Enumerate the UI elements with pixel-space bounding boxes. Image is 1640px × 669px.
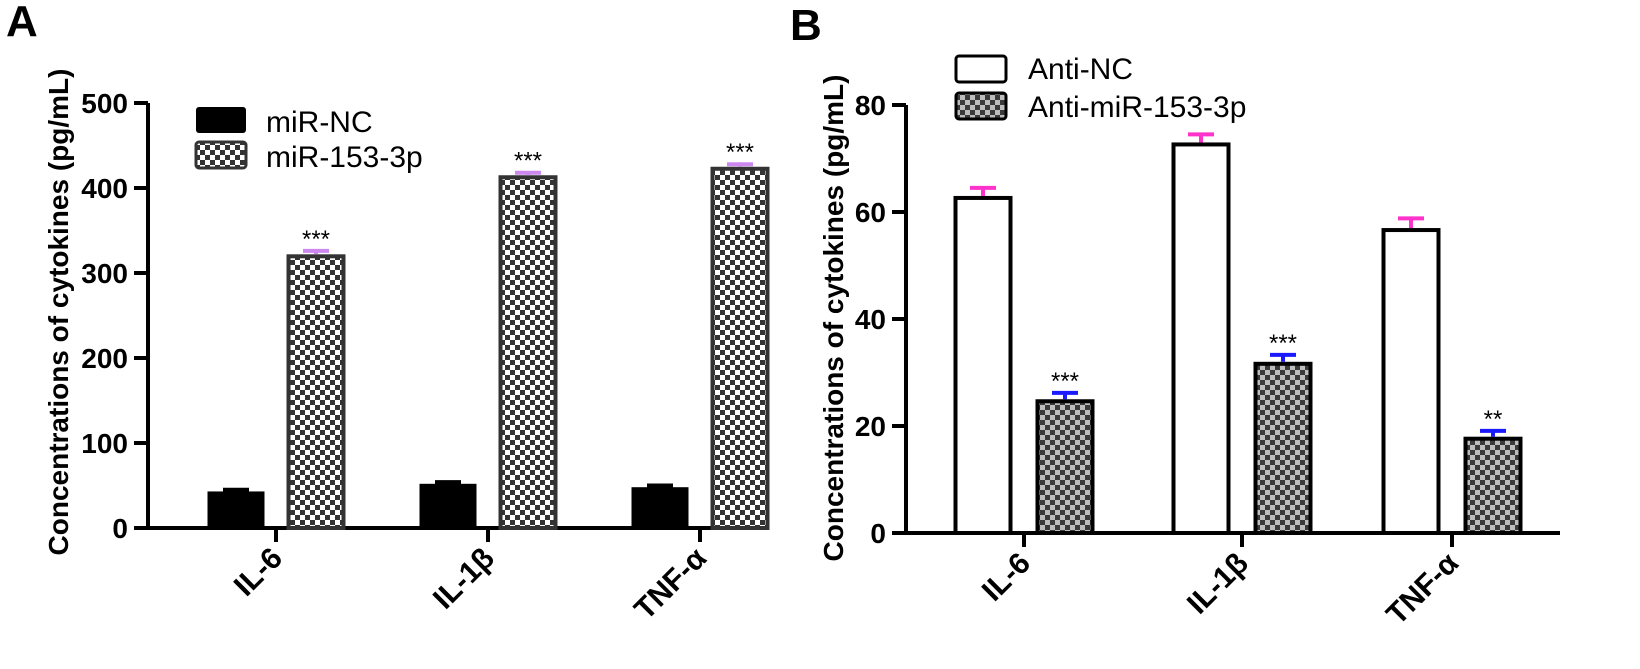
y-tick-label: 400: [81, 173, 128, 204]
legend-label-anti-nc: Anti-NC: [1028, 53, 1133, 86]
y-tick-label: 80: [855, 90, 886, 121]
legend-label-mir-153-3p: miR-153-3p: [266, 141, 423, 174]
y-tick-label: 60: [855, 197, 886, 228]
bar-mir-nc-il-1b: [421, 485, 476, 528]
legend-swatch-anti-nc: [956, 56, 1006, 82]
bar-anti-mir-153-3p-il-1b: [1256, 364, 1311, 533]
panel-label-a: A: [6, 0, 38, 46]
legend-swatch-anti-mir-153-3p: [956, 93, 1006, 119]
legend-swatch-mir-153-3p: [196, 142, 246, 168]
panel-label-b: B: [790, 1, 822, 50]
bars-a: *** *** ***: [209, 139, 768, 528]
y-tick-label: 100: [81, 428, 128, 459]
y-axis-label-a: Concentrations of cytokines (pg/mL): [43, 69, 74, 556]
significance-label-anti-mir-153-3p-tnf-a: **: [1484, 406, 1503, 433]
y-tick-label: 500: [81, 88, 128, 119]
bar-anti-mir-153-3p-tnf-a: [1466, 439, 1521, 533]
bars-b: ********: [956, 134, 1521, 533]
y-tick-label: 300: [81, 258, 128, 289]
significance-label-anti-mir-153-3p-il-1b: ***: [1269, 330, 1297, 357]
legend-label-mir-nc: miR-NC: [266, 106, 373, 139]
significance-label-mir-153-3p-tnf-a: ***: [726, 139, 754, 166]
bar-anti-nc-il-1b: [1174, 144, 1229, 533]
bar-anti-nc-tnf-a: [1384, 230, 1439, 533]
significance-label-anti-mir-153-3p-il-6: ***: [1051, 368, 1079, 395]
bar-mir-nc-il-6: [209, 492, 264, 528]
axes-a: 0 100 200 300 400 500 IL-6 IL-1β TNF-α: [81, 88, 768, 626]
panel-b: B Concentrations of cytokines (pg/mL) 0 2…: [790, 1, 1560, 631]
x-tick-label-il-1b: IL-1β: [427, 542, 501, 616]
bar-mir-153-3p-il-6: [289, 256, 344, 528]
y-tick-label: 40: [855, 304, 886, 335]
significance-label-mir-153-3p-il-6: ***: [302, 226, 330, 253]
y-tick-label: 0: [112, 513, 128, 544]
bar-mir-nc-tnf-a: [633, 488, 688, 528]
x-tick-label-il-1b: IL-1β: [1181, 547, 1255, 621]
bar-anti-mir-153-3p-il-6: [1038, 401, 1093, 533]
x-tick-label-tnf-a: TNF-α: [628, 541, 713, 626]
legend-label-anti-mir-153-3p: Anti-miR-153-3p: [1028, 91, 1246, 124]
legend-swatch-mir-nc: [196, 107, 246, 133]
y-tick-label: 20: [855, 411, 886, 442]
y-axis-label-b: Concentrations of cytokines (pg/mL): [818, 75, 849, 562]
legend-a: miR-NC miR-153-3p: [196, 106, 423, 174]
y-tick-label: 0: [870, 518, 886, 549]
significance-label-mir-153-3p-il-1b: ***: [514, 148, 542, 175]
x-tick-label-tnf-a: TNF-α: [1380, 546, 1465, 631]
x-tick-label-il-6: IL-6: [976, 547, 1037, 608]
x-tick-label-il-6: IL-6: [228, 542, 289, 603]
panel-a: A Concentrations of cytokines (pg/mL) 0 1…: [6, 0, 768, 626]
legend-b: Anti-NC Anti-miR-153-3p: [956, 53, 1246, 124]
bar-mir-153-3p-il-1b: [501, 177, 556, 528]
y-tick-label: 200: [81, 343, 128, 374]
bar-anti-nc-il-6: [956, 198, 1011, 533]
bar-mir-153-3p-tnf-a: [713, 169, 768, 528]
